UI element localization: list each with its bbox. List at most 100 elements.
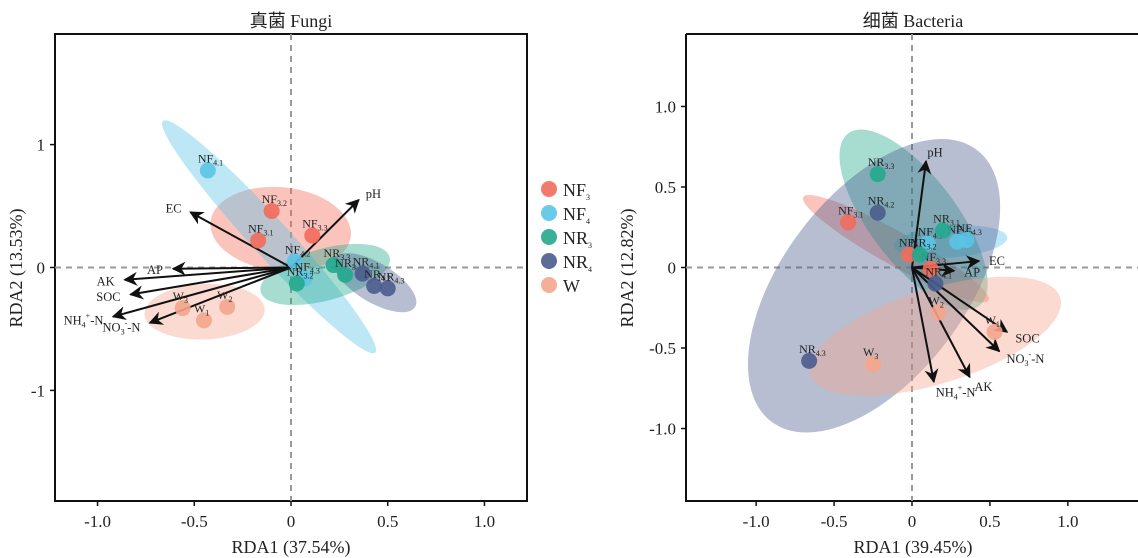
sample-point-nr4 <box>354 265 371 282</box>
y-tick-label: 1.0 <box>655 97 676 116</box>
sample-label: NR4.3 <box>378 269 405 285</box>
sample-label: NR4.3 <box>799 342 826 358</box>
sample-label: NR4.2 <box>868 194 895 210</box>
sample-point-nr4 <box>366 277 383 294</box>
sample-point-nr4 <box>869 204 886 221</box>
legend-swatch-w <box>541 277 557 293</box>
vector-label: NH4+-N <box>936 384 976 402</box>
y-tick-label: -1.0 <box>649 420 676 439</box>
sample-label: NR3.1 <box>335 256 362 272</box>
sample-point-nf3 <box>922 261 939 278</box>
bacteria-sample-points: NF3.1NF3.2NF3.3NF4.1NF4.2NF4.3NR3.3NR3.1… <box>799 155 1003 373</box>
sample-label: NF4.1 <box>198 151 223 167</box>
vector-label: EC <box>166 201 182 215</box>
sample-point-nr3 <box>325 257 342 274</box>
sample-label: NF4.3 <box>957 221 982 237</box>
x-tick-label: 0 <box>287 512 296 531</box>
sample-point-nf4 <box>958 232 975 249</box>
vector-label: EC <box>989 254 1005 268</box>
sample-point-nr4 <box>379 280 396 297</box>
sample-point-w <box>986 323 1003 340</box>
sample-point-nf3 <box>304 227 321 244</box>
sample-point-nr4 <box>927 275 944 292</box>
sample-label: NR3.2 <box>910 236 937 252</box>
legend-label: NF3 <box>563 180 590 202</box>
sample-label: W2 <box>928 294 943 310</box>
y-tick-label: 0.5 <box>655 178 676 197</box>
legend-swatch-nr4 <box>541 253 557 269</box>
group-ellipse-nf4 <box>162 120 377 354</box>
sample-label: NR4.1 <box>353 255 380 271</box>
bacteria-group-ellipses <box>747 129 1062 433</box>
sample-point-nf4 <box>286 253 303 270</box>
sample-label: W1 <box>985 313 1000 329</box>
vector-arrow-ec <box>189 211 292 269</box>
vector-label: AP <box>147 263 163 277</box>
vector-label: pH <box>927 145 942 159</box>
sample-label: NF3.1 <box>248 221 273 237</box>
vector-arrow-ak <box>911 267 971 379</box>
legend-swatch-nf3 <box>541 181 557 197</box>
bacteria-title: 细菌 Bacteria <box>863 11 963 31</box>
fungi-title: 真菌 Fungi <box>250 11 333 31</box>
vector-label: NH4+-N <box>64 311 104 329</box>
bacteria-panel: 细菌 Bacteria RDA1 (39.45%) RDA2 (12.82%) … <box>617 11 1138 558</box>
sample-label: W2 <box>217 288 232 304</box>
fungi-panel: 真菌 Fungi RDA1 (37.54%) RDA2 (13.53%) pH E… <box>6 11 528 558</box>
bacteria-x-ticks: -1.0 -0.5 0 0.5 1.0 <box>743 501 1078 531</box>
vector-label: AK <box>97 275 115 289</box>
sample-label: NF3.3 <box>302 217 327 233</box>
vector-arrow-ph <box>290 198 360 269</box>
sample-point-w <box>865 356 882 373</box>
x-tick-label: 1.0 <box>1057 512 1078 531</box>
fungi-x-ticks: -1.0 -0.5 0 0.5 1.0 <box>84 501 495 531</box>
sample-point-nr4 <box>801 352 818 369</box>
sample-point-w <box>174 300 191 317</box>
group-ellipse-nf3 <box>210 186 351 272</box>
vector-label: AP <box>964 265 980 279</box>
sample-point-w <box>195 312 212 329</box>
group-ellipse-w <box>144 283 265 340</box>
sample-point-nf3 <box>250 232 267 249</box>
x-tick-label: -1.0 <box>84 512 111 531</box>
sample-point-nr3 <box>288 275 305 292</box>
fungi-y-ticks: -1 0 1 <box>31 136 55 400</box>
vector-label: SOC <box>96 290 120 304</box>
bacteria-y-ticks: 1.0 0.5 0 -0.5 -1.0 <box>649 97 686 439</box>
fungi-group-ellipses <box>144 120 417 354</box>
sample-label: W3 <box>173 289 188 305</box>
sample-label: NR4.2 <box>364 267 391 283</box>
sample-point-nf3 <box>263 202 280 219</box>
sample-label: NF4.2 <box>285 242 310 258</box>
sample-label: NR3.3 <box>868 155 895 171</box>
sample-point-nr3 <box>911 246 928 263</box>
vector-label: NO3--N <box>1006 350 1044 368</box>
vector-label: SOC <box>1015 332 1039 346</box>
vector-arrow-soc <box>129 266 292 300</box>
vector-label: NO3--N <box>103 318 141 336</box>
sample-point-nf4 <box>199 162 216 179</box>
sample-point-nr3 <box>337 266 354 283</box>
vector-arrow-ap <box>171 261 292 276</box>
legend-label: NF4 <box>563 204 590 226</box>
vector-arrow-no <box>148 266 292 325</box>
y-tick-label: -1 <box>31 381 45 400</box>
x-tick-label: 1.0 <box>474 512 495 531</box>
legend-swatch-nr3 <box>541 229 557 245</box>
sample-label: W3 <box>863 345 878 361</box>
y-tick-label: 0 <box>37 259 46 278</box>
sample-point-w <box>930 304 947 321</box>
vector-label: pH <box>366 187 381 201</box>
vector-label: AK <box>974 380 992 394</box>
vector-arrow-nh <box>911 267 939 384</box>
legend-label: NR3 <box>563 228 592 250</box>
sample-label: NF3.1 <box>838 203 863 219</box>
sample-label: NR3.3 <box>324 246 351 262</box>
sample-point-nr3 <box>869 166 886 183</box>
sample-point-w <box>219 298 236 315</box>
